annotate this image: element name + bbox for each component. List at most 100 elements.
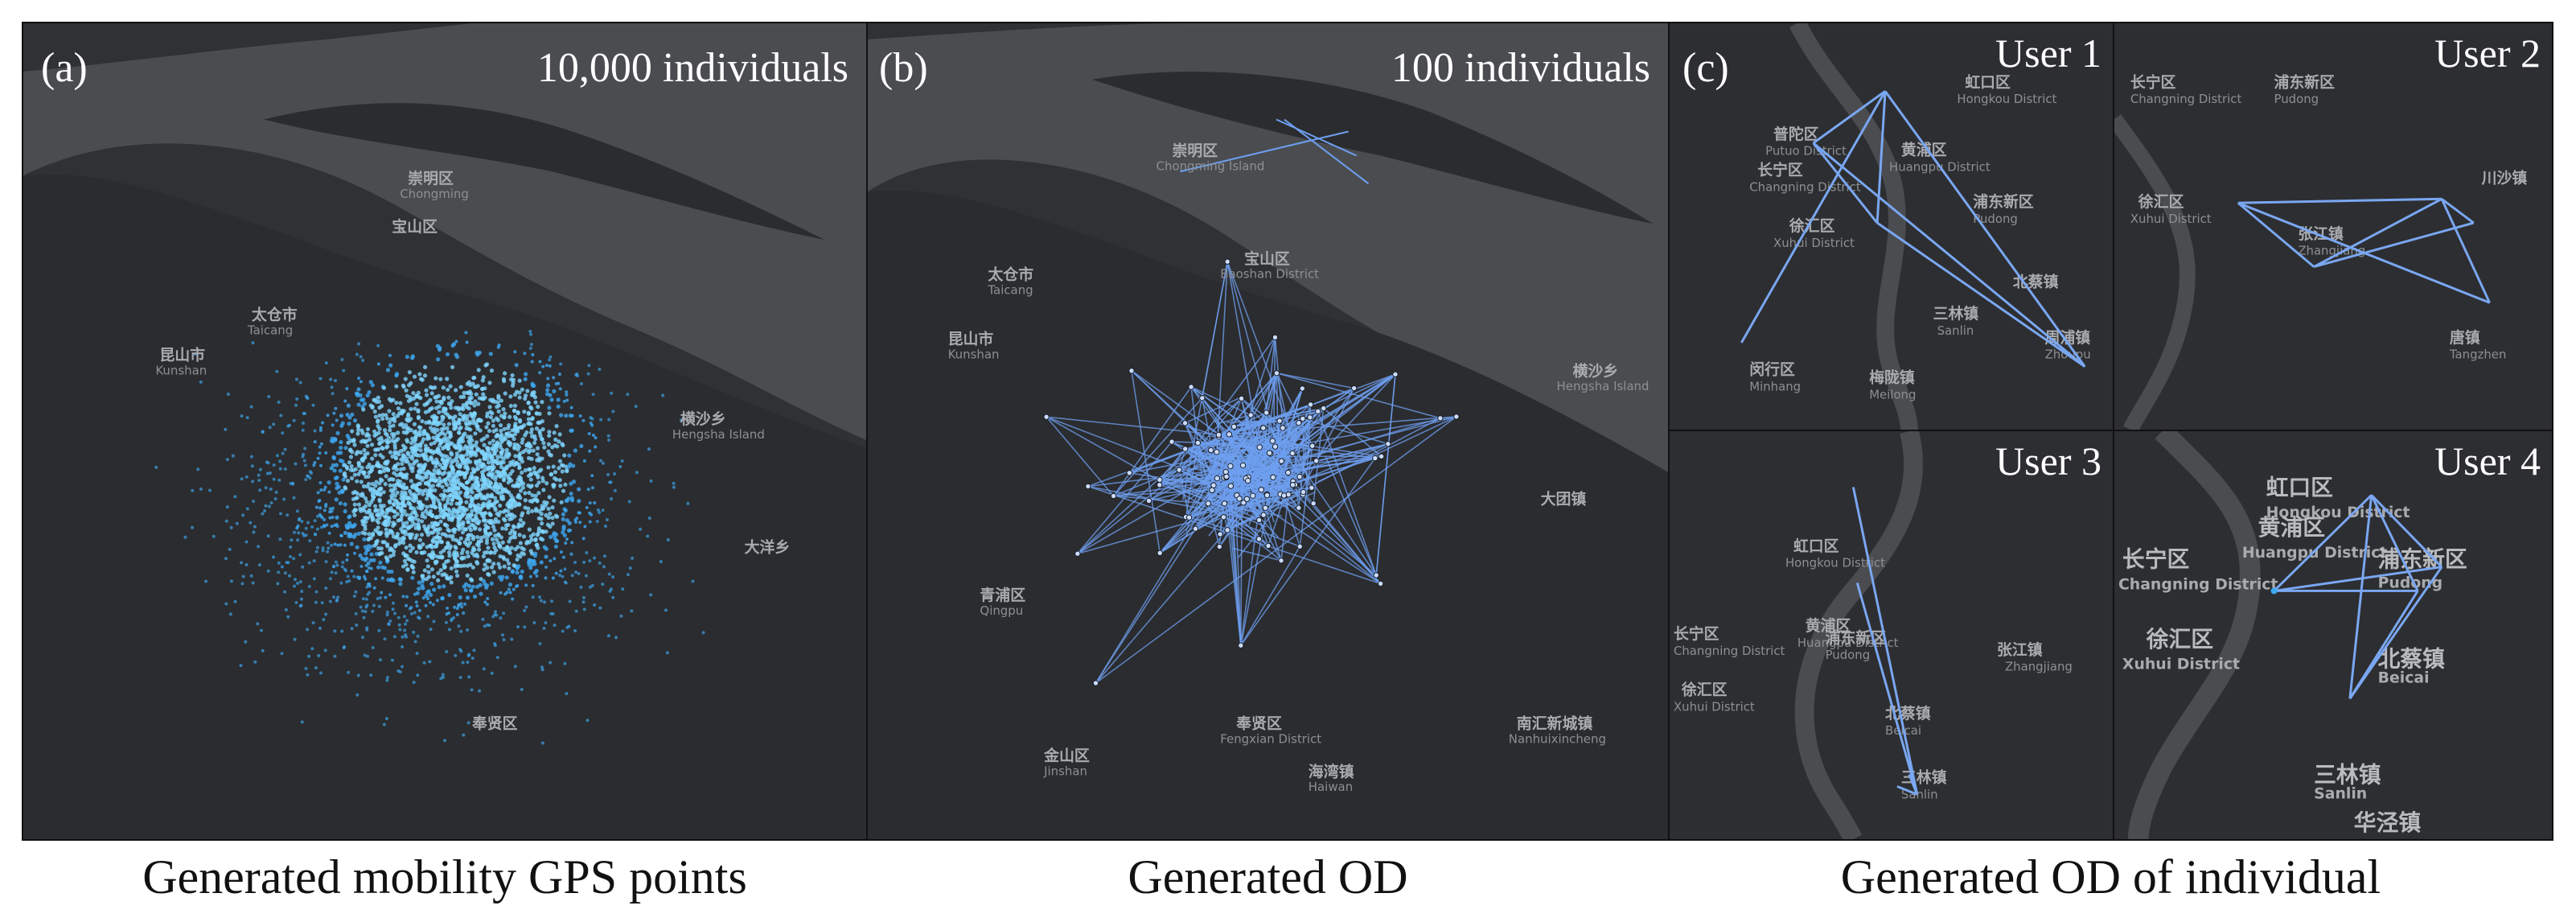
map-label: 北蔡镇 xyxy=(2378,646,2446,673)
map-label: 北蔡镇 xyxy=(2013,272,2059,290)
map-label: 青浦区 xyxy=(980,586,1025,604)
map-label: 崇明区 xyxy=(1172,141,1218,159)
map-label: Minhang xyxy=(1749,379,1801,393)
map-label: Baoshan District xyxy=(1220,267,1319,282)
map-label: 太仓市 xyxy=(988,265,1033,284)
panel-b-map: 崇明区 Chongming Island 宝山区 Baoshan District 太仓… xyxy=(866,22,1670,841)
map-label: 三林镇 xyxy=(1901,768,1947,787)
map-label: Jinshan xyxy=(1043,764,1087,778)
map-label: Changning District xyxy=(2118,576,2278,593)
map-label: 三林镇 xyxy=(1933,304,1979,323)
map-label: 黄浦区 xyxy=(1901,141,1947,159)
map-label: Chongming Island xyxy=(1157,158,1265,173)
individuals-count-b: 100 individuals xyxy=(1391,45,1650,91)
map-label: 徐汇区 xyxy=(1681,680,1728,698)
gps-points xyxy=(154,329,705,745)
individuals-count-a: 10,000 individuals xyxy=(536,45,848,91)
map-label: 大洋乡 xyxy=(745,537,791,556)
panel-c-user-3: 虹口区 Hongkou District 黄浦区 Huangpu District 浦东… xyxy=(1668,430,2114,841)
map-label: 横沙乡 xyxy=(680,410,726,428)
map-label: 黄浦区 xyxy=(2258,514,2325,541)
user-3-od xyxy=(1851,487,1919,796)
map-label: 长宁区 xyxy=(2130,72,2176,91)
map-label: 崇明区 xyxy=(408,169,454,187)
map-label: 长宁区 xyxy=(1674,624,1719,643)
map-label: Meilong xyxy=(1869,387,1916,401)
map-label: Nanhuixincheng xyxy=(1509,731,1606,746)
map-label: 梅陇镇 xyxy=(1869,368,1915,386)
map-label: Xuhui District xyxy=(2122,657,2240,673)
map-label: Fengxian District xyxy=(1220,731,1321,746)
map-label: Zhangjiang xyxy=(2005,660,2073,674)
map-label: Hongkou District xyxy=(2266,504,2410,521)
map-label: 大团镇 xyxy=(1541,490,1587,508)
map-label: 虹口区 xyxy=(1965,72,2011,91)
map-label: Beicai xyxy=(2378,670,2430,687)
chongming-island xyxy=(263,103,825,240)
map-label: 浦东新区 xyxy=(1826,628,1887,647)
map-label: Sanlin xyxy=(2314,785,2367,802)
caption-a: Generated mobility GPS points xyxy=(142,850,747,903)
map-label: 金山区 xyxy=(1043,746,1090,764)
map-label: 唐镇 xyxy=(2450,328,2480,347)
map-label: 海湾镇 xyxy=(1309,762,1354,780)
caption-b: Generated OD xyxy=(1128,850,1408,903)
map-label: Xuhui District xyxy=(2130,212,2212,226)
map-label: Changning District xyxy=(2130,92,2242,106)
map-label: 徐汇区 xyxy=(2146,626,2213,652)
caption-c: Generated OD of individual xyxy=(1840,850,2381,903)
map-label: Huangpu District xyxy=(2242,545,2388,562)
panel-a-map: 太仓市 Taicang 昆山市 Kunshan 崇明区 Chongming 宝山区 横沙乡 He… xyxy=(22,22,868,841)
river-estuary xyxy=(23,23,866,440)
map-label: 浦东新区 xyxy=(2274,72,2336,91)
map-label: Pudong xyxy=(2274,92,2319,106)
map-label: 昆山市 xyxy=(948,329,994,348)
map-label: 宝山区 xyxy=(1244,249,1290,268)
map-label: 张江镇 xyxy=(2298,224,2344,243)
user-4-map: 虹口区 Hongkou District 长宁区 Changning District… xyxy=(2114,431,2552,839)
map-label: 长宁区 xyxy=(1757,161,1803,179)
map-label: Changning District xyxy=(1674,644,1785,658)
map-label: 奉贤区 xyxy=(471,714,518,733)
panel-c-user-4: 虹口区 Hongkou District 长宁区 Changning District… xyxy=(2113,430,2553,841)
map-label: Sanlin xyxy=(1937,323,1974,338)
map-label: Taicang xyxy=(247,323,293,337)
map-label: 长宁区 xyxy=(2122,546,2189,573)
map-label: 宝山区 xyxy=(392,217,438,236)
user-1-label: User 1 xyxy=(1995,31,2101,76)
map-label: Hongkou District xyxy=(1957,92,2056,106)
map-label: 昆山市 xyxy=(159,345,205,364)
map-label: Kunshan xyxy=(948,347,1000,361)
map-label: Hengsha Island xyxy=(672,427,765,442)
map-label: Pudong xyxy=(1826,648,1871,662)
panel-label-b: (b) xyxy=(879,45,928,91)
user-2-od xyxy=(2237,197,2491,304)
map-label: Hengsha Island xyxy=(1557,379,1650,393)
map-label: 普陀区 xyxy=(1773,125,1819,143)
map-label: Taicang xyxy=(987,283,1033,298)
map-label: Qingpu xyxy=(980,603,1023,618)
map-label: Hongkou District xyxy=(1785,556,1885,570)
map-label: Xuhui District xyxy=(1773,236,1855,250)
map-label: 徐汇区 xyxy=(2138,192,2184,211)
map-label: 徐汇区 xyxy=(1789,216,1835,235)
map-label: Xuhui District xyxy=(1674,699,1755,714)
user-4-od xyxy=(2273,494,2443,700)
map-label: Tangzhen xyxy=(2449,348,2506,362)
map-label: 奉贤区 xyxy=(1235,714,1282,733)
map-label: Haiwan xyxy=(1309,780,1353,794)
map-label: 虹口区 xyxy=(2266,474,2333,500)
map-label: 华泾镇 xyxy=(2354,809,2422,836)
map-label: Putuo District xyxy=(1765,144,1847,158)
map-label: 南汇新城镇 xyxy=(1517,714,1593,733)
chongming-island xyxy=(1091,72,1654,224)
map-label: 横沙乡 xyxy=(1572,361,1618,380)
panel-label-c: (c) xyxy=(1682,45,1729,91)
map-label: 三林镇 xyxy=(2314,762,2381,788)
map-label: 浦东新区 xyxy=(2378,546,2467,573)
map-label: 川沙镇 xyxy=(2481,168,2528,187)
